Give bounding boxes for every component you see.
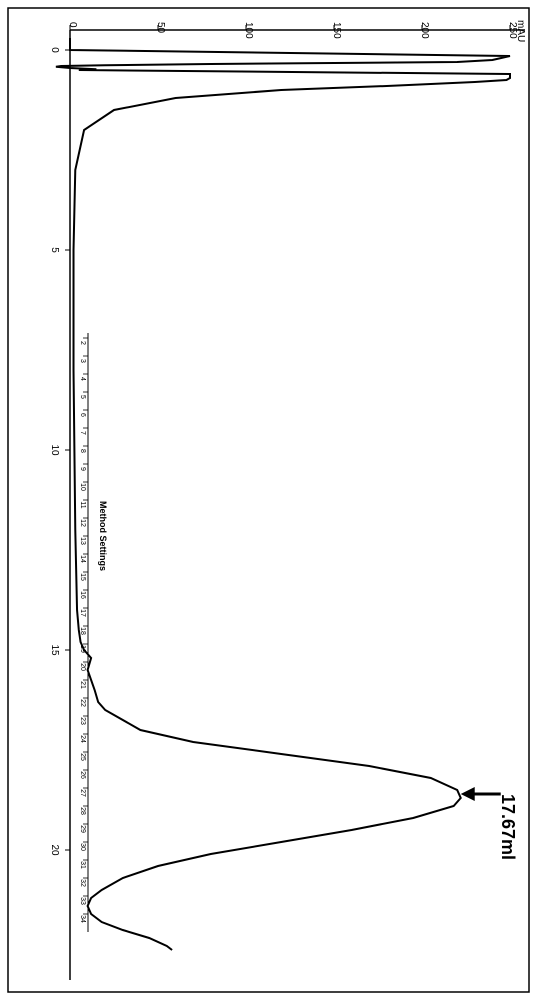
svg-text:16: 16 <box>79 591 86 599</box>
svg-text:30: 30 <box>79 843 86 851</box>
svg-text:15: 15 <box>79 573 86 581</box>
svg-text:25: 25 <box>79 753 86 761</box>
chromatogram-chart: 050100150200250mAU0510152023456789101112… <box>0 0 537 1000</box>
svg-text:9: 9 <box>79 467 86 471</box>
svg-text:22: 22 <box>79 699 86 707</box>
svg-text:21: 21 <box>79 681 86 689</box>
svg-text:0: 0 <box>67 22 78 28</box>
svg-text:10: 10 <box>49 444 60 456</box>
svg-text:7: 7 <box>79 431 86 435</box>
svg-text:34: 34 <box>79 915 86 923</box>
svg-text:12: 12 <box>79 519 86 527</box>
svg-text:15: 15 <box>49 644 60 656</box>
svg-text:10: 10 <box>79 483 86 491</box>
svg-text:3: 3 <box>79 359 86 363</box>
svg-text:27: 27 <box>79 789 86 797</box>
svg-text:14: 14 <box>79 555 86 563</box>
chart-svg: 050100150200250mAU0510152023456789101112… <box>0 0 537 1000</box>
svg-text:4: 4 <box>79 377 86 381</box>
svg-text:29: 29 <box>79 825 86 833</box>
svg-text:24: 24 <box>79 735 86 743</box>
svg-text:6: 6 <box>79 413 86 417</box>
svg-text:2: 2 <box>79 341 86 345</box>
svg-text:8: 8 <box>79 449 86 453</box>
svg-text:0: 0 <box>49 47 60 53</box>
svg-text:mAU: mAU <box>515 20 526 42</box>
svg-text:Method Settings: Method Settings <box>98 501 108 571</box>
svg-text:5: 5 <box>49 247 60 253</box>
svg-text:20: 20 <box>79 663 86 671</box>
svg-text:31: 31 <box>79 861 86 869</box>
svg-text:20: 20 <box>49 844 60 856</box>
svg-text:17: 17 <box>79 609 86 617</box>
svg-text:32: 32 <box>79 879 86 887</box>
svg-text:23: 23 <box>79 717 86 725</box>
svg-text:5: 5 <box>79 395 86 399</box>
svg-text:28: 28 <box>79 807 86 815</box>
svg-text:13: 13 <box>79 537 86 545</box>
svg-text:50: 50 <box>155 22 166 34</box>
svg-text:33: 33 <box>79 897 86 905</box>
svg-text:17.67ml: 17.67ml <box>498 794 518 860</box>
svg-text:26: 26 <box>79 771 86 779</box>
svg-text:11: 11 <box>79 501 86 508</box>
